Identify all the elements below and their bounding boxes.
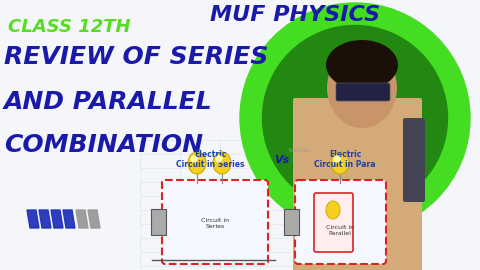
Polygon shape xyxy=(51,210,63,228)
Text: COMBINATION: COMBINATION xyxy=(4,133,203,157)
Text: CLASS 12TH: CLASS 12TH xyxy=(8,18,131,36)
FancyBboxPatch shape xyxy=(295,180,386,264)
Polygon shape xyxy=(76,210,88,228)
Ellipse shape xyxy=(213,152,231,174)
FancyBboxPatch shape xyxy=(284,209,299,235)
Ellipse shape xyxy=(240,3,470,233)
Text: AND PARALLEL: AND PARALLEL xyxy=(4,90,213,114)
FancyBboxPatch shape xyxy=(336,83,390,101)
Text: teachoo: teachoo xyxy=(289,148,311,153)
Text: Vs: Vs xyxy=(275,155,289,165)
Ellipse shape xyxy=(263,25,447,211)
Polygon shape xyxy=(27,210,39,228)
Ellipse shape xyxy=(331,152,349,174)
Text: Circuit in
Parallel: Circuit in Parallel xyxy=(326,225,354,236)
Text: MUF PHYSICS: MUF PHYSICS xyxy=(210,5,380,25)
Text: Electric
Circuit in Series: Electric Circuit in Series xyxy=(176,150,244,169)
Ellipse shape xyxy=(188,152,206,174)
Ellipse shape xyxy=(326,201,340,219)
FancyBboxPatch shape xyxy=(403,118,425,202)
Polygon shape xyxy=(88,210,100,228)
Ellipse shape xyxy=(327,48,397,128)
Text: Circuit in
Series: Circuit in Series xyxy=(201,218,229,229)
FancyBboxPatch shape xyxy=(162,180,268,264)
Circle shape xyxy=(191,156,197,162)
Text: Electric
Circuit in Para: Electric Circuit in Para xyxy=(314,150,376,169)
Circle shape xyxy=(334,156,340,162)
Polygon shape xyxy=(39,210,51,228)
FancyBboxPatch shape xyxy=(293,98,422,270)
Ellipse shape xyxy=(326,40,398,90)
Text: REVIEW OF SERIES: REVIEW OF SERIES xyxy=(4,45,268,69)
Polygon shape xyxy=(63,210,75,228)
FancyBboxPatch shape xyxy=(151,209,166,235)
FancyBboxPatch shape xyxy=(314,193,353,252)
Circle shape xyxy=(216,156,222,162)
